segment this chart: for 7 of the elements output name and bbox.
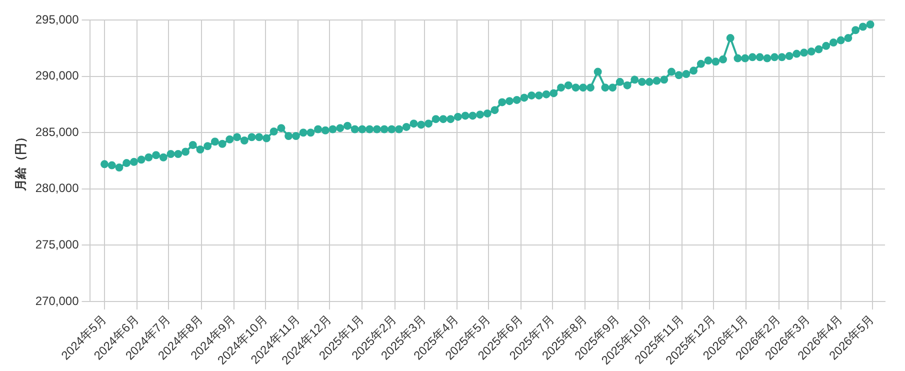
y-tick-label: 270,000 bbox=[35, 294, 80, 308]
y-tick-label: 285,000 bbox=[35, 124, 80, 139]
y-tick-label: 295,000 bbox=[35, 12, 80, 26]
y-axis-title: 月給（円） bbox=[14, 130, 28, 192]
y-tick-label: 280,000 bbox=[35, 181, 80, 196]
y-tick-label: 290,000 bbox=[35, 68, 80, 83]
y-tick-label: 275,000 bbox=[35, 238, 80, 252]
